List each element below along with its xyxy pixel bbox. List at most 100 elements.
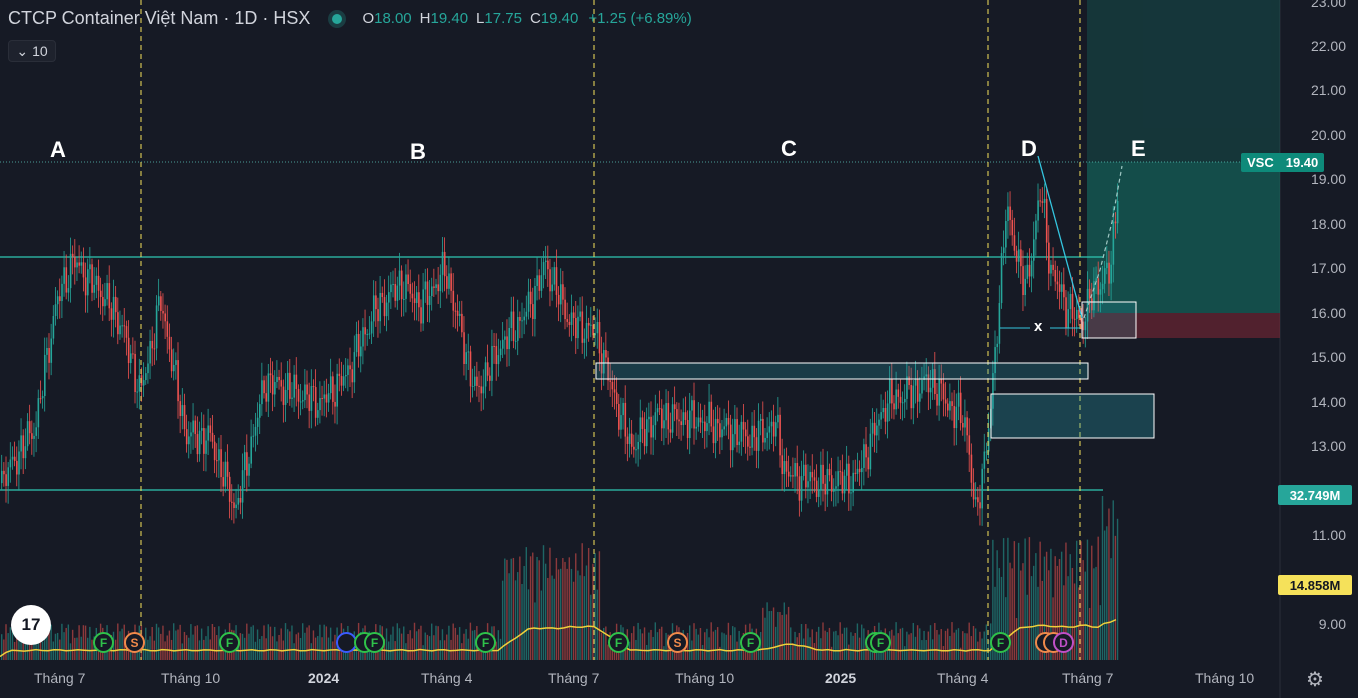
candle-body	[265, 393, 268, 402]
candle-body	[403, 298, 405, 300]
candle-body	[431, 286, 433, 297]
candle-body	[1095, 278, 1097, 282]
volume-bar	[972, 625, 975, 660]
volume-ma-tag: 14.858M	[1278, 575, 1352, 595]
volume-bar	[497, 630, 500, 660]
volume-bar	[1045, 551, 1048, 660]
tradingview-logo[interactable]: 17	[11, 605, 51, 645]
volume-bar	[910, 633, 912, 660]
candle-body	[686, 420, 689, 439]
candle-body	[712, 426, 715, 444]
candle-body	[392, 284, 394, 286]
volume-bar	[422, 645, 424, 660]
price-tick-label: 19.00	[1310, 171, 1346, 187]
low-key: L	[476, 10, 485, 27]
candle-body	[1063, 284, 1065, 298]
volume-bar	[1048, 570, 1050, 660]
candle-body	[579, 311, 581, 317]
volume-bar	[983, 631, 985, 660]
event-marker[interactable]: D	[1053, 632, 1074, 653]
candle-body	[132, 353, 134, 355]
volume-bar	[424, 632, 426, 660]
candle-body	[1101, 283, 1104, 290]
volume-bar	[420, 625, 422, 660]
candle-body	[940, 379, 943, 384]
time-tick-label: Tháng 10	[161, 670, 221, 686]
event-marker[interactable]: F	[219, 632, 240, 653]
candle-body	[536, 275, 538, 286]
volume-bar	[188, 637, 190, 660]
volume-bar	[929, 625, 932, 660]
candle-body	[727, 417, 730, 425]
candle-body	[951, 401, 953, 407]
candle-body	[446, 276, 448, 289]
candle-body	[1048, 242, 1050, 274]
event-marker[interactable]: F	[93, 632, 114, 653]
candle-body	[1108, 262, 1110, 284]
candle-body	[271, 375, 274, 395]
candle-body	[618, 403, 620, 430]
candle-body	[61, 283, 63, 302]
indicators-collapse-button[interactable]: ⌄ 10	[8, 40, 56, 62]
volume-bar	[839, 622, 841, 660]
event-marker[interactable]: F	[740, 632, 761, 653]
candle-body	[985, 451, 988, 453]
candle-body	[510, 311, 513, 328]
candle-body	[663, 420, 665, 429]
volume-bar	[310, 643, 312, 660]
volume-bar	[74, 637, 76, 660]
volume-bar	[944, 630, 947, 660]
candle-body	[775, 422, 777, 437]
volume-bar	[802, 638, 805, 660]
volume-bar	[572, 581, 575, 660]
volume-bar	[985, 624, 988, 660]
volume-bar	[587, 548, 590, 660]
candle-body	[394, 284, 397, 301]
event-marker[interactable]: S	[667, 632, 688, 653]
candle-body	[1002, 247, 1005, 254]
volume-bar	[263, 625, 265, 660]
candle-body	[484, 362, 487, 387]
event-marker[interactable]: F	[608, 632, 629, 653]
volume-bar	[800, 624, 803, 660]
event-marker[interactable]: F	[870, 632, 891, 653]
volume-bar	[112, 631, 115, 660]
volume-bar	[633, 626, 635, 660]
gear-icon[interactable]: ⚙	[1306, 669, 1324, 691]
candle-body	[1082, 321, 1085, 331]
volume-bar	[658, 628, 661, 660]
volume-bar	[37, 636, 39, 660]
event-marker[interactable]: F	[475, 632, 496, 653]
symbol-title[interactable]: CTCP Container Việt Nam · 1D · HSX	[8, 8, 311, 28]
event-marker[interactable]: F	[364, 632, 385, 653]
candle-body	[267, 373, 270, 402]
event-marker[interactable]: F	[990, 632, 1011, 653]
candle-body	[188, 436, 190, 445]
candle-body	[1013, 235, 1016, 251]
candle-body	[910, 385, 913, 409]
volume-bar	[665, 632, 667, 660]
volume-bar	[151, 627, 153, 660]
candle-body	[1073, 318, 1076, 320]
candle-body	[830, 475, 833, 492]
open-key: O	[362, 10, 375, 27]
candle-body	[284, 389, 287, 405]
candle-body	[527, 291, 530, 312]
volume-bar	[798, 632, 801, 660]
volume-bar	[312, 630, 315, 660]
candle-body	[461, 313, 463, 333]
volume-bar	[250, 626, 252, 660]
volume-bar	[998, 568, 1000, 660]
candle-body	[519, 317, 521, 321]
event-marker[interactable]: S	[124, 632, 145, 653]
volume-bar	[1073, 583, 1076, 660]
volume-bar	[686, 632, 689, 660]
volume-bar	[781, 614, 783, 660]
price-tick-label: 17.00	[1310, 260, 1346, 276]
candle-body	[564, 299, 566, 320]
volume-bar	[1101, 496, 1104, 660]
time-tick-label: 2024	[308, 670, 340, 686]
candle-body	[121, 325, 123, 327]
candle-body	[112, 296, 115, 320]
